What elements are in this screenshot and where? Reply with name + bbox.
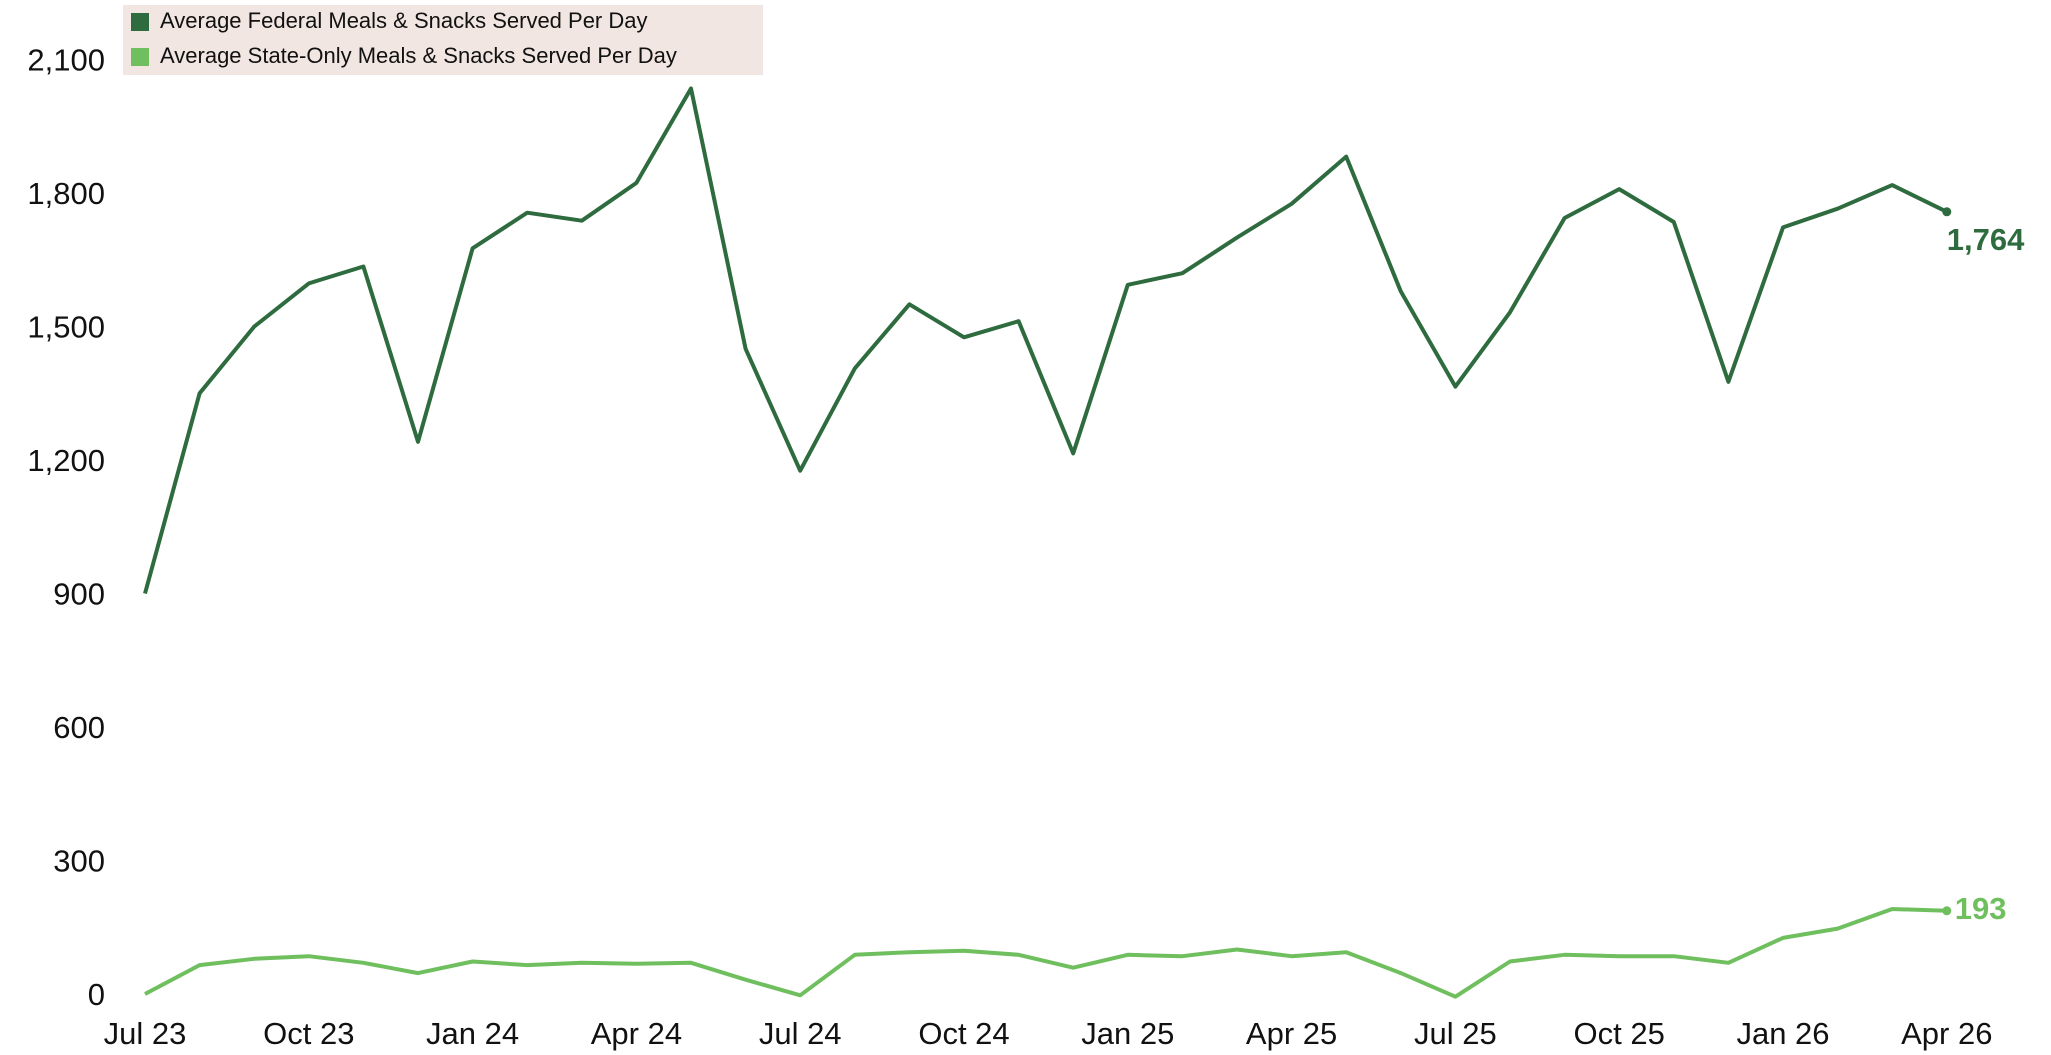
y-tick-label: 300 <box>53 843 105 878</box>
legend-background <box>123 5 763 75</box>
legend-label: Average State-Only Meals & Snacks Served… <box>160 43 677 68</box>
legend-label: Average Federal Meals & Snacks Served Pe… <box>160 8 648 33</box>
x-tick-label: Apr 24 <box>591 1016 682 1051</box>
x-tick-label: Jul 25 <box>1414 1016 1497 1051</box>
end-point <box>1942 207 1952 217</box>
end-point <box>1942 906 1952 916</box>
legend-swatch <box>131 48 149 66</box>
x-tick-label: Jan 24 <box>426 1016 519 1051</box>
y-tick-label: 2,100 <box>27 42 105 77</box>
x-tick-label: Jul 23 <box>104 1016 187 1051</box>
x-tick-label: Jan 25 <box>1081 1016 1174 1051</box>
x-tick-label: Jul 24 <box>759 1016 842 1051</box>
series-line <box>143 86 1948 595</box>
y-tick-label: 600 <box>53 710 105 745</box>
y-tick-label: 1,500 <box>27 309 105 344</box>
value-label: 1,764 <box>1947 222 2025 257</box>
y-tick-label: 1,800 <box>27 176 105 211</box>
legend: Average Federal Meals & Snacks Served Pe… <box>123 5 763 75</box>
y-tick-label: 1,200 <box>27 443 105 478</box>
series-line <box>144 907 1947 999</box>
value-label: 193 <box>1955 891 2007 926</box>
legend-swatch <box>131 13 149 31</box>
x-tick-label: Jan 26 <box>1736 1016 1829 1051</box>
y-tick-label: 0 <box>88 977 105 1012</box>
x-tick-label: Oct 23 <box>263 1016 354 1051</box>
x-tick-label: Apr 26 <box>1901 1016 1992 1051</box>
x-tick-label: Apr 25 <box>1246 1016 1337 1051</box>
x-tick-label: Oct 24 <box>918 1016 1009 1051</box>
y-tick-label: 900 <box>53 576 105 611</box>
x-tick-label: Oct 25 <box>1574 1016 1665 1051</box>
